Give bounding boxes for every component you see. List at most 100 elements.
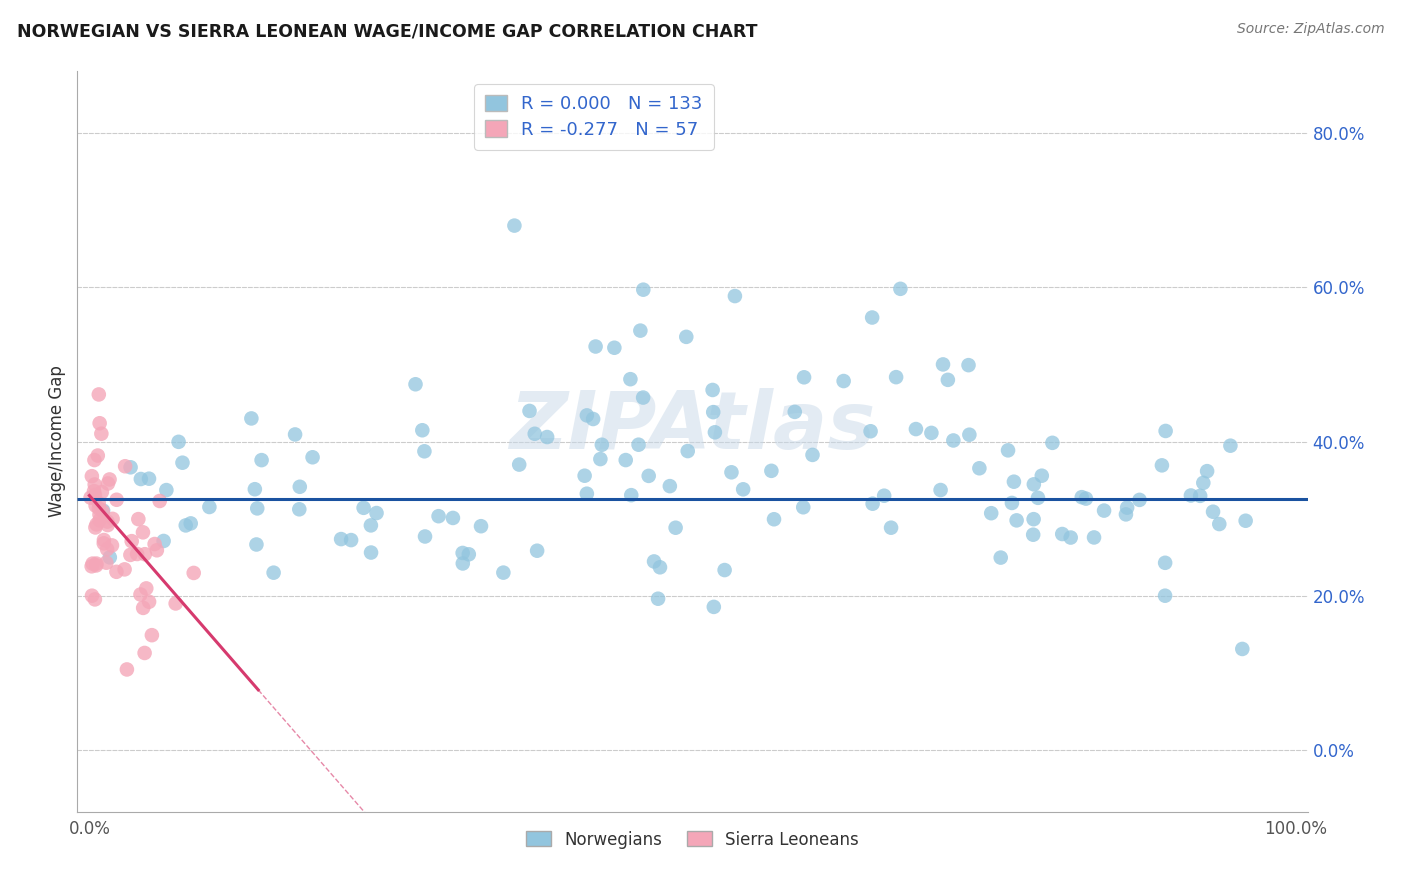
Point (585, 339, 607, 353)
Point (91, 505, 114, 519)
Point (152, 533, 174, 548)
Point (132, 525, 155, 540)
Point (98, 472, 121, 486)
Point (628, 324, 651, 338)
Point (1060, 531, 1083, 545)
Point (724, 289, 747, 303)
Point (353, 500, 375, 515)
Text: Source: ZipAtlas.com: Source: ZipAtlas.com (1237, 22, 1385, 37)
Point (637, 468, 659, 483)
Point (801, 448, 824, 462)
Point (243, 482, 266, 496)
Point (129, 472, 152, 486)
Point (87, 387, 110, 401)
Point (832, 374, 855, 388)
Point (83, 453, 105, 467)
Point (263, 566, 285, 580)
Point (575, 486, 598, 500)
Point (340, 533, 363, 547)
Point (1002, 475, 1025, 489)
Text: NORWEGIAN VS SIERRA LEONEAN WAGE/INCOME GAP CORRELATION CHART: NORWEGIAN VS SIERRA LEONEAN WAGE/INCOME … (17, 22, 758, 40)
Point (83, 488, 105, 502)
Point (1116, 500, 1139, 515)
Point (1031, 468, 1053, 483)
Point (997, 443, 1019, 458)
Point (288, 502, 311, 516)
Point (183, 566, 205, 580)
Point (93, 533, 115, 547)
Point (1150, 458, 1173, 473)
Point (880, 521, 903, 535)
Point (405, 377, 427, 392)
Point (643, 554, 665, 568)
Point (301, 450, 323, 465)
Point (1005, 513, 1028, 527)
Point (451, 546, 474, 560)
Point (174, 518, 197, 533)
Point (121, 534, 143, 549)
Point (862, 497, 884, 511)
Point (889, 282, 911, 296)
Point (793, 370, 815, 384)
Point (135, 582, 157, 596)
Point (114, 562, 136, 576)
Point (101, 512, 124, 526)
Point (1234, 514, 1257, 528)
Point (969, 461, 991, 475)
Point (508, 458, 530, 472)
Point (1001, 496, 1024, 510)
Point (96, 515, 118, 529)
Point (457, 547, 479, 561)
Point (143, 537, 166, 551)
Point (87, 496, 110, 510)
Point (86, 557, 108, 571)
Legend: Norwegians, Sierra Leoneans: Norwegians, Sierra Leoneans (519, 824, 866, 855)
Point (619, 372, 641, 386)
Point (411, 423, 433, 437)
Point (84, 499, 107, 513)
Point (441, 511, 464, 525)
Point (1070, 490, 1092, 504)
Point (942, 434, 965, 448)
Point (115, 663, 138, 677)
Point (936, 373, 959, 387)
Point (82, 557, 104, 571)
Point (574, 468, 596, 483)
Point (859, 424, 882, 438)
Point (84, 558, 107, 573)
Point (703, 599, 725, 614)
Point (132, 600, 155, 615)
Point (1180, 488, 1202, 502)
Point (929, 483, 952, 497)
Point (167, 434, 190, 449)
Point (676, 444, 699, 458)
Point (451, 557, 474, 571)
Point (702, 405, 724, 419)
Point (792, 500, 814, 515)
Y-axis label: Wage/Income Gap: Wage/Income Gap (48, 366, 66, 517)
Point (470, 519, 492, 533)
Point (1092, 503, 1115, 517)
Point (86, 517, 108, 532)
Point (526, 543, 548, 558)
Point (330, 532, 353, 546)
Point (149, 494, 172, 508)
Point (1052, 527, 1074, 541)
Point (141, 628, 163, 642)
Point (536, 430, 558, 444)
Point (90, 426, 112, 441)
Point (733, 483, 755, 497)
Point (165, 597, 187, 611)
Point (284, 427, 307, 442)
Point (582, 412, 605, 426)
Point (97, 518, 120, 533)
Point (80, 589, 103, 603)
Point (138, 595, 160, 609)
Point (83, 477, 105, 491)
Point (134, 646, 156, 660)
Point (198, 500, 221, 514)
Point (980, 506, 1002, 520)
Point (503, 219, 526, 233)
Point (492, 566, 515, 580)
Point (932, 358, 955, 372)
